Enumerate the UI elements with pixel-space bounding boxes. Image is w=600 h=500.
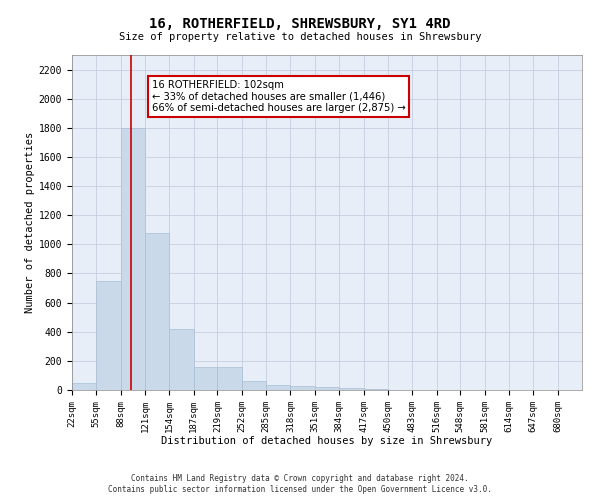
Text: 16, ROTHERFIELD, SHREWSBURY, SY1 4RD: 16, ROTHERFIELD, SHREWSBURY, SY1 4RD	[149, 18, 451, 32]
Bar	[339, 388, 364, 390]
Bar	[266, 385, 290, 390]
Bar	[169, 329, 194, 390]
Text: Size of property relative to detached houses in Shrewsbury: Size of property relative to detached ho…	[119, 32, 481, 42]
Y-axis label: Number of detached properties: Number of detached properties	[25, 132, 35, 313]
Bar	[121, 128, 145, 390]
Bar	[242, 380, 266, 390]
Text: 16 ROTHERFIELD: 102sqm
← 33% of detached houses are smaller (1,446)
66% of semi-: 16 ROTHERFIELD: 102sqm ← 33% of detached…	[152, 80, 406, 113]
X-axis label: Distribution of detached houses by size in Shrewsbury: Distribution of detached houses by size …	[161, 436, 493, 446]
Bar	[364, 388, 388, 390]
Bar	[194, 368, 217, 390]
Bar	[217, 368, 242, 390]
Bar	[97, 281, 121, 390]
Bar	[315, 387, 339, 390]
Bar	[290, 386, 315, 390]
Bar	[72, 382, 97, 390]
Bar	[145, 234, 169, 390]
Text: Contains HM Land Registry data © Crown copyright and database right 2024.
Contai: Contains HM Land Registry data © Crown c…	[108, 474, 492, 494]
